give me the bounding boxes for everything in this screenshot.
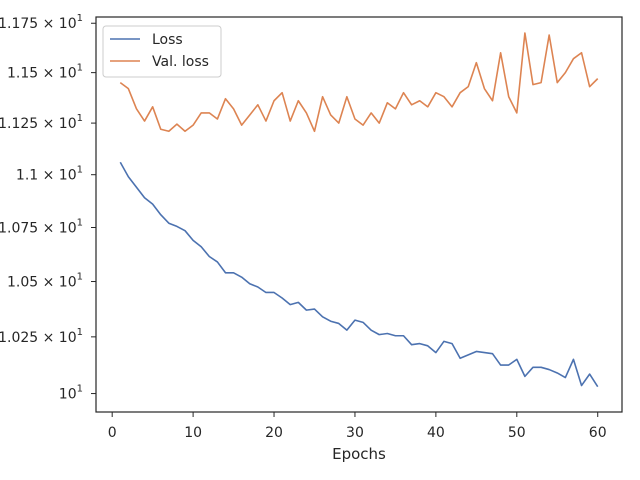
series-line-val-loss [119,32,599,133]
x-tick-label: 0 [108,425,117,441]
ticks-layer: 0 10 20 30 40 50 60 101 1.025 × 101 1.05 × 101 1.0… [0,13,607,441]
legend: Loss Val. loss [102,25,222,78]
y-tick-label: 1.15 × 101 [7,63,83,82]
x-axis-title: Epochs [332,445,386,463]
legend-label-loss: Loss [152,32,183,48]
x-tick-label: 60 [589,425,607,441]
y-tick-label: 1.075 × 101 [0,217,83,236]
x-tick-label: 10 [184,425,202,441]
series-line-loss [119,161,599,388]
x-tick-label: 30 [346,425,364,441]
x-tick-label: 20 [265,425,283,441]
series-layer [119,32,599,388]
x-tick-label: 50 [508,425,526,441]
y-tick-label: 1.025 × 101 [0,327,83,346]
y-tick-label: 1.1 × 101 [16,165,83,184]
y-tick-label: 101 [59,384,83,403]
y-tick-label: 1.125 × 101 [0,113,83,132]
x-tick-label: 40 [427,425,445,441]
legend-label-val-loss: Val. loss [152,54,209,70]
plot-frame [95,16,623,413]
y-tick-label: 1.175 × 101 [0,13,83,32]
y-tick-label: 1.05 × 101 [7,272,83,291]
